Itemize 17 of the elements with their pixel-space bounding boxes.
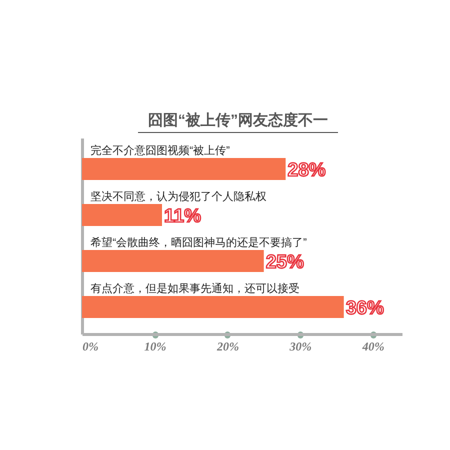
y-tick-label: 完全不介意囧图视频“被上传” xyxy=(90,144,230,158)
bar xyxy=(82,250,264,272)
bar xyxy=(82,296,344,318)
data-label: 36% xyxy=(346,298,384,320)
bar xyxy=(82,204,162,226)
x-tick-label: 10% xyxy=(144,340,166,354)
chart-title: 囧图“被上传”网友态度不一 xyxy=(148,111,328,129)
y-tick-label: 希望“会散曲终，晒囧图神马的还是不要搞了” xyxy=(90,236,308,250)
bar xyxy=(82,158,286,180)
x-tick-label: 20% xyxy=(216,340,239,354)
y-tick-label: 坚决不同意，认为侵犯了个人隐私权 xyxy=(90,190,266,204)
data-label: 25% xyxy=(266,252,304,274)
x-tick-label: 30% xyxy=(288,340,312,354)
y-tick-label: 有点介意，但是如果事先通知，还可以接受 xyxy=(90,282,300,296)
x-tick-label: 40% xyxy=(361,340,384,354)
data-label: 28% xyxy=(288,160,326,182)
x-tick-label: 0% xyxy=(82,340,98,354)
